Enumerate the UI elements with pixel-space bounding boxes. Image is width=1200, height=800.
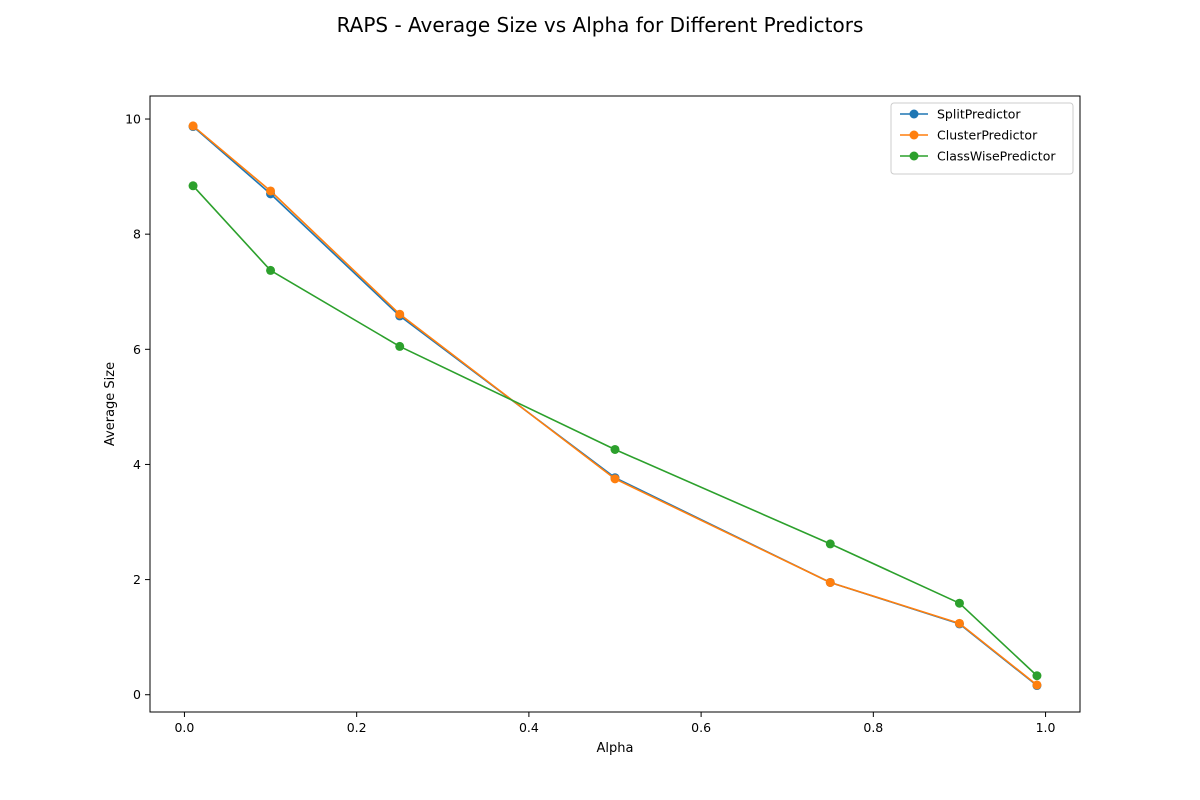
data-point (954, 598, 964, 608)
y-tick-label: 2 (133, 572, 141, 587)
legend: SplitPredictor ClusterPredictor ClassWiseP… (890, 102, 1074, 175)
data-point (395, 309, 405, 319)
x-tick-label: 0.6 (691, 720, 711, 735)
legend-item: ClassWisePredictor (900, 149, 1056, 164)
y-tick-label: 8 (133, 227, 141, 242)
legend-marker (909, 130, 919, 140)
chart-title: RAPS - Average Size vs Alpha for Differe… (337, 13, 864, 37)
data-point (825, 539, 835, 549)
legend-marker (909, 151, 919, 161)
data-point (825, 577, 835, 587)
y-tick-label: 0 (133, 687, 141, 702)
legend-label: ClassWisePredictor (937, 149, 1056, 164)
data-point (395, 341, 405, 351)
plot-background (150, 96, 1080, 712)
x-tick-label: 1.0 (1036, 720, 1056, 735)
x-tick-label: 0.4 (519, 720, 539, 735)
legend-label: ClusterPredictor (937, 128, 1038, 143)
data-point (610, 474, 620, 484)
data-point (1032, 680, 1042, 690)
series-layer (188, 121, 1042, 691)
y-axis: 0 2 4 6 8 10 (125, 112, 150, 702)
y-tick-label: 4 (133, 457, 141, 472)
data-point (1032, 671, 1042, 681)
y-axis-label: Average Size (103, 362, 118, 446)
legend-marker (909, 109, 919, 119)
x-axis: 0.0 0.2 0.4 0.6 0.8 1.0 (174, 712, 1056, 735)
data-point (266, 186, 276, 196)
data-point (188, 181, 198, 191)
plot-frame (149, 95, 1081, 713)
data-point (266, 265, 276, 275)
y-tick-label: 10 (125, 112, 141, 127)
x-tick-label: 0.0 (174, 720, 194, 735)
legend-item: SplitPredictor (900, 107, 1021, 122)
x-tick-label: 0.8 (863, 720, 883, 735)
series-classwisepredictor (188, 181, 1042, 681)
legend-label: SplitPredictor (937, 107, 1021, 122)
x-axis-label: Alpha (597, 741, 634, 756)
y-tick-label: 6 (133, 342, 141, 357)
data-point (954, 618, 964, 628)
plot-area (150, 96, 1080, 712)
legend-box (890, 102, 1074, 175)
data-point (610, 444, 620, 454)
data-point (188, 121, 198, 131)
series-clusterpredictor (188, 121, 1042, 690)
x-tick-label: 0.2 (347, 720, 367, 735)
legend-item: ClusterPredictor (900, 128, 1038, 143)
